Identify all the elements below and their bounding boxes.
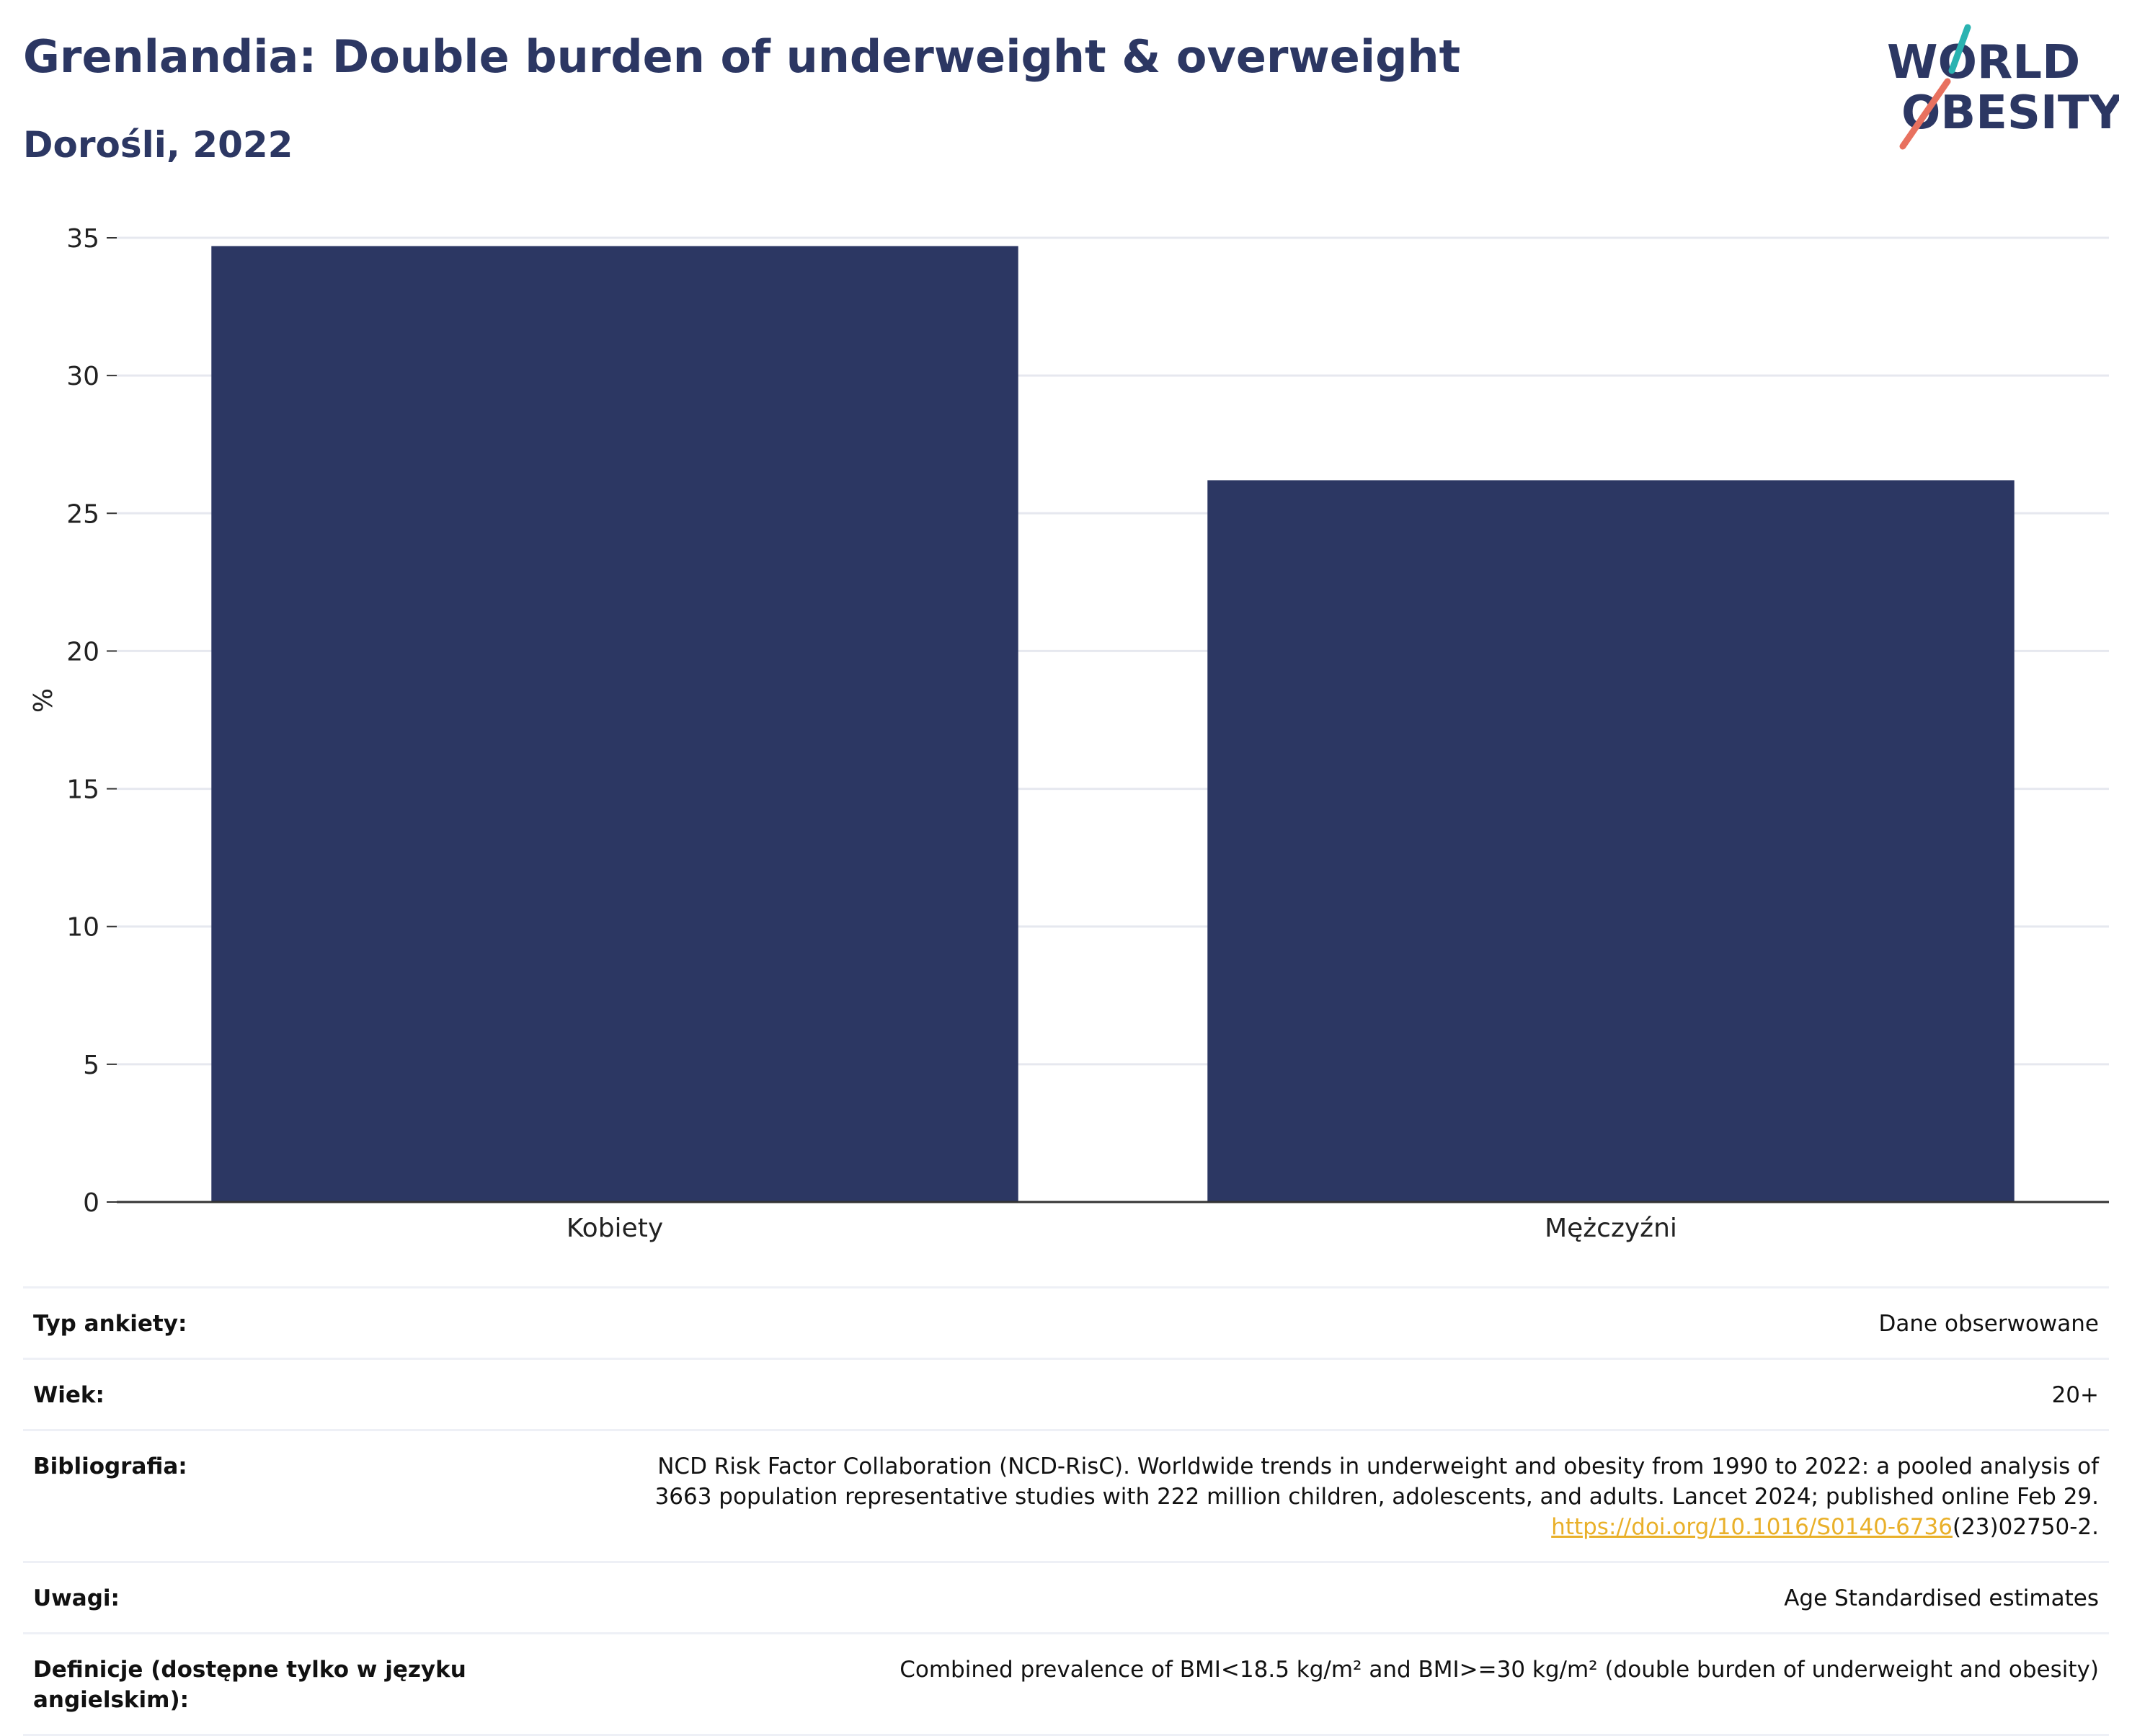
info-row-notes: Uwagi: Age Standardised estimates — [23, 1561, 2109, 1632]
doi-suffix: (23)02750-2. — [1952, 1514, 2099, 1540]
info-value: 20+ — [2051, 1382, 2099, 1408]
world-obesity-logo: WORLD OBESITY — [1887, 24, 2119, 150]
bars — [211, 246, 2015, 1203]
logo-teal-stroke — [1948, 24, 1971, 74]
chart-subtitle: Dorośli, 2022 — [23, 124, 293, 166]
info-row-age: Wiek: 20+ — [23, 1358, 2109, 1429]
y-tick-label: 10 — [66, 913, 99, 943]
y-tick-label: 5 — [83, 1051, 99, 1080]
info-value: Dane obserwowane — [1878, 1311, 2099, 1337]
x-tick-label: Kobiety — [567, 1214, 663, 1243]
y-tick-label: 20 — [66, 637, 99, 667]
logo-line-world: WORLD — [1887, 36, 2080, 89]
y-tick-label: 30 — [66, 362, 99, 391]
bar-1[interactable] — [211, 246, 1018, 1203]
bar-chart: 0 5 10 15 20 25 30 35 Kobiety Mężczyźni % — [29, 224, 2109, 1243]
bibliography-line-3: https://doi.org/10.1016/S0140-6736(23)02… — [509, 1512, 2099, 1542]
info-label: Bibliografia: — [33, 1454, 187, 1479]
y-axis-title: % — [29, 688, 58, 713]
info-label: Typ ankiety: — [33, 1311, 187, 1337]
info-label: Uwagi: — [33, 1585, 120, 1611]
chart-title: Grenlandia: Double burden of underweight… — [23, 30, 1461, 83]
bar-2[interactable] — [1207, 480, 2015, 1202]
info-label: Definicje (dostępne tylko w języku angie… — [33, 1657, 466, 1713]
info-row-definitions: Definicje (dostępne tylko w języku angie… — [23, 1632, 2109, 1736]
x-tick-label: Mężczyźni — [1545, 1214, 1677, 1243]
info-label: Wiek: — [33, 1382, 105, 1408]
info-row-survey-type: Typ ankiety: Dane obserwowane — [23, 1286, 2109, 1358]
bibliography-line-1: NCD Risk Factor Collaboration (NCD-RisC)… — [657, 1454, 2099, 1479]
info-value: Age Standardised estimates — [1784, 1585, 2099, 1611]
logo-coral-stroke — [1899, 78, 1951, 150]
y-tick-label: 35 — [66, 224, 99, 254]
info-table: Typ ankiety: Dane obserwowane Wiek: 20+ … — [23, 1286, 2109, 1736]
info-row-bibliography: Bibliografia: NCD Risk Factor Collaborat… — [23, 1429, 2109, 1561]
info-value: NCD Risk Factor Collaboration (NCD-RisC)… — [509, 1451, 2099, 1542]
y-tick-label: 0 — [83, 1188, 99, 1218]
info-value: Combined prevalence of BMI<18.5 kg/m² an… — [900, 1657, 2099, 1683]
axes: 0 5 10 15 20 25 30 35 Kobiety Mężczyźni — [66, 224, 2109, 1243]
y-tick-label: 25 — [66, 499, 99, 529]
doi-link[interactable]: https://doi.org/10.1016/S0140-6736 — [1551, 1514, 1953, 1540]
y-tick-label: 15 — [66, 775, 99, 805]
bibliography-line-2: 3663 population representative studies w… — [654, 1484, 2099, 1510]
